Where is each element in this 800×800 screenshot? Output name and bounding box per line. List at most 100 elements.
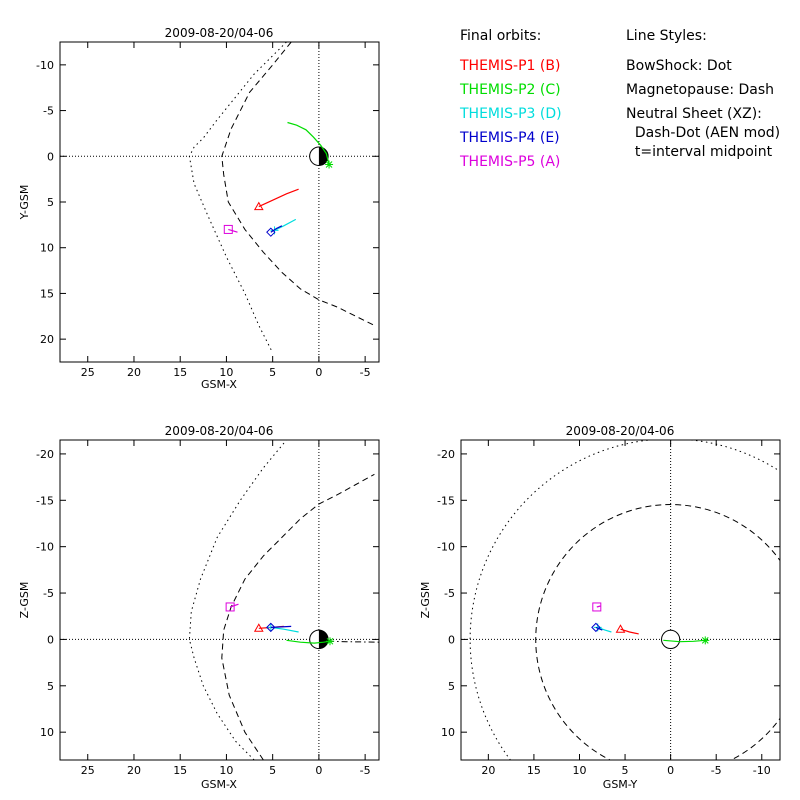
bowshock-line: [188, 42, 287, 354]
y-tick-label: 5: [47, 196, 54, 209]
x-tick-label: 0: [315, 764, 322, 777]
y-tick-label: -10: [437, 541, 455, 554]
earth-icon: [661, 629, 681, 650]
ticks: 20 15 10 5 0 -5 -10 -20 -15 -10 -5 0 5 10: [437, 440, 780, 777]
y-tick-label: -5: [444, 587, 455, 600]
legend: Final orbits: THEMIS-P1 (B) THEMIS-P2 (C…: [459, 28, 780, 170]
x-tick-label: 25: [81, 764, 95, 777]
y-axis-label: Z-GSM: [18, 582, 31, 619]
y-tick-label: -15: [437, 494, 455, 507]
marks: [60, 42, 379, 362]
y-tick-label: -15: [36, 494, 54, 507]
panel-title: 2009-08-20/04-06: [165, 424, 274, 438]
x-tick-label: -10: [753, 764, 771, 777]
y-tick-label: 10: [40, 726, 54, 739]
orbit-probe-3: [597, 626, 612, 633]
orbit-probe-2: [287, 121, 330, 165]
plot-area: [59, 439, 380, 761]
legend-probe-p2: THEMIS-P2 (C): [459, 82, 561, 98]
bowshock-line: [469, 440, 780, 760]
legend-orbits-title: Final orbits:: [460, 28, 541, 44]
legend-style-neutral-sheet: Neutral Sheet (XZ):: [626, 106, 762, 122]
earth-night-side: [318, 147, 329, 166]
x-tick-label: 10: [219, 764, 233, 777]
panel-title: 2009-08-20/04-06: [566, 424, 675, 438]
orbit-probe-4: [270, 225, 283, 233]
y-tick-label: 5: [47, 680, 54, 693]
legend-probe-p5: THEMIS-P5 (A): [459, 154, 560, 170]
orbit-probe-2: [663, 639, 706, 643]
y-tick-label: 10: [441, 726, 455, 739]
y-axis-label: Y-GSM: [18, 185, 31, 221]
marker-star: [701, 636, 710, 645]
y-tick-label: -20: [36, 448, 54, 461]
neutral-sheet-line: [328, 640, 379, 643]
x-axis-label: GSM-X: [201, 378, 237, 391]
marker-square: [225, 602, 235, 612]
y-tick-label: -5: [43, 587, 54, 600]
x-tick-label: 25: [81, 366, 95, 379]
x-axis-label: GSM-X: [201, 778, 237, 791]
y-tick-label: 0: [47, 633, 54, 646]
x-tick-label: 20: [481, 764, 495, 777]
orbit-probe-3: [270, 626, 299, 633]
x-tick-label: -5: [711, 764, 722, 777]
orbit-probe-3: [274, 218, 297, 231]
magnetopause-line: [221, 473, 375, 760]
x-tick-label: 10: [219, 366, 233, 379]
panel-xy: 2009-08-20/04-06 GSM-X Y-GSM 25 20 15 10 5 0 -…: [18, 26, 380, 391]
x-tick-label: -5: [360, 366, 371, 379]
y-tick-label: -20: [437, 448, 455, 461]
earth-night-side: [318, 630, 329, 649]
x-tick-label: -5: [360, 764, 371, 777]
y-tick-label: 5: [448, 680, 455, 693]
marker-triangle: [253, 201, 264, 211]
legend-probe-p1: THEMIS-P1 (B): [459, 58, 560, 74]
marker-star: [325, 637, 334, 646]
x-axis-label: GSM-Y: [603, 778, 638, 791]
magnetopause-line: [221, 42, 375, 326]
legend-probe-p3: THEMIS-P3 (D): [459, 106, 562, 122]
y-axis-label: Z-GSM: [419, 582, 432, 619]
panel-title: 2009-08-20/04-06: [165, 26, 274, 40]
panel-xz: 2009-08-20/04-06 GSM-X Z-GSM 25 20 15 10 5 0 -…: [18, 424, 380, 791]
bowshock-line: [188, 440, 287, 760]
marker-diamond: [266, 622, 276, 633]
marker-diamond: [591, 622, 601, 633]
marker-square: [223, 224, 233, 234]
orbit-probe-1: [258, 188, 299, 208]
legend-probe-p4: THEMIS-P4 (E): [459, 130, 560, 146]
orbit-probe-5: [228, 228, 238, 233]
y-tick-label: 0: [47, 150, 54, 163]
y-tick-label: 20: [40, 333, 54, 346]
ticks: 25 20 15 10 5 0 -5 -20 -15 -10 -5 0 5 10: [36, 440, 379, 777]
orbit-probe-2: [286, 639, 331, 644]
marker-triangle: [615, 624, 626, 633]
y-tick-label: -10: [36, 59, 54, 72]
x-tick-label: 20: [127, 764, 141, 777]
x-tick-label: 5: [622, 764, 629, 777]
legend-style-midpoint: t=interval midpoint: [626, 144, 773, 160]
marker-square: [592, 602, 602, 612]
legend-style-magnetopause: Magnetopause: Dash: [626, 82, 774, 98]
y-tick-label: 15: [40, 287, 54, 300]
panel-yz: 2009-08-20/04-06 GSM-Y Z-GSM 20 15 10 5 0 -5 -…: [419, 424, 781, 791]
x-tick-label: 15: [527, 764, 541, 777]
x-tick-label: 5: [269, 764, 276, 777]
ticks: 25 20 15 10 5 0 -5 -10 -5 0 5 10 15 20: [36, 42, 379, 379]
x-tick-label: 20: [127, 366, 141, 379]
x-tick-label: 15: [173, 366, 187, 379]
y-tick-label: 10: [40, 242, 54, 255]
plot-area: [460, 439, 781, 761]
orbit-probe-5: [596, 605, 601, 608]
marker-diamond: [266, 227, 276, 237]
legend-styles-title: Line Styles:: [626, 28, 707, 44]
legend-style-bowshock: BowShock: Dot: [626, 58, 732, 74]
legend-style-dashdot: Dash-Dot (AEN mod): [626, 125, 780, 141]
marker-star: [325, 160, 334, 169]
marker-triangle: [253, 623, 264, 632]
plot-area: [59, 41, 380, 363]
marks: [461, 440, 780, 760]
x-tick-label: 0: [667, 764, 674, 777]
x-tick-label: 5: [269, 366, 276, 379]
